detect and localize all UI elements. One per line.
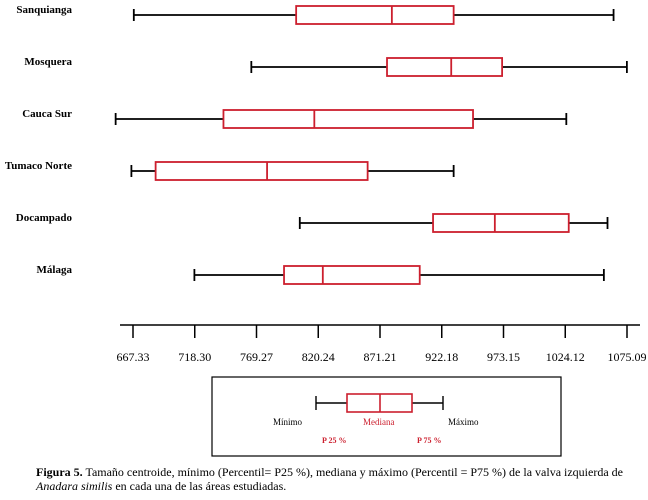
box-row-5: Málaga: [37, 264, 605, 285]
box-row-3: Tumaco Norte: [5, 160, 455, 181]
figure-caption: Figura 5. Tamaño centroide, mínimo (Perc…: [36, 465, 636, 493]
x-tick-label: 1075.09: [608, 350, 647, 364]
legend-p75-label: P 75 %: [417, 436, 441, 445]
iqr-box: [432, 213, 570, 233]
boxes-layer: Sanquianga Mosquera Cauca Sur Tumaco Norte D…: [5, 4, 628, 285]
iqr-box: [222, 109, 474, 129]
legend-median-label: Mediana: [363, 417, 395, 427]
legend-max-label: Máximo: [448, 417, 479, 427]
legend-min-label: Mínimo: [273, 417, 303, 427]
caption-species: Anadara similis: [36, 479, 113, 493]
x-tick-label: 718.30: [178, 350, 211, 364]
category-label: Docampado: [16, 212, 73, 224]
iqr-box: [283, 265, 421, 285]
caption-text-before: Tamaño centroide, mínimo (Percentil= P25…: [82, 465, 623, 479]
x-tick-label: 769.27: [240, 350, 273, 364]
x-tick-label: 667.33: [117, 350, 150, 364]
box-row-2: Cauca Sur: [22, 108, 568, 129]
x-tick-label: 973.15: [487, 350, 520, 364]
iqr-box: [295, 5, 455, 25]
category-label: Cauca Sur: [22, 108, 72, 120]
x-tick-label: 1024.12: [546, 350, 585, 364]
caption-text-after: en cada una de las áreas estudiadas.: [112, 479, 287, 493]
caption-figure-label: Figura 5.: [36, 465, 83, 479]
box-row-1: Mosquera: [24, 56, 628, 77]
x-tick-label: 922.18: [425, 350, 458, 364]
iqr-box: [154, 161, 369, 181]
legend: Mínimo Mediana Máximo P 25 % P 75 %: [211, 376, 562, 457]
x-tick-label: 871.21: [364, 350, 397, 364]
box-row-4: Docampado: [16, 212, 609, 233]
box-row-0: Sanquianga: [16, 4, 615, 25]
category-label: Tumaco Norte: [5, 160, 72, 172]
category-label: Sanquianga: [16, 4, 72, 16]
legend-frame: [211, 376, 562, 457]
legend-p25-label: P 25 %: [322, 436, 346, 445]
category-label: Mosquera: [24, 56, 72, 68]
category-label: Málaga: [37, 264, 73, 276]
x-tick-label: 820.24: [302, 350, 335, 364]
iqr-box: [386, 57, 504, 77]
x-axis: 667.33 718.30 769.27 820.24 871.21 922.18 973.…: [117, 324, 647, 364]
boxplot-chart: Sanquianga Mosquera Cauca Sur Tumaco Norte D…: [5, 4, 647, 457]
